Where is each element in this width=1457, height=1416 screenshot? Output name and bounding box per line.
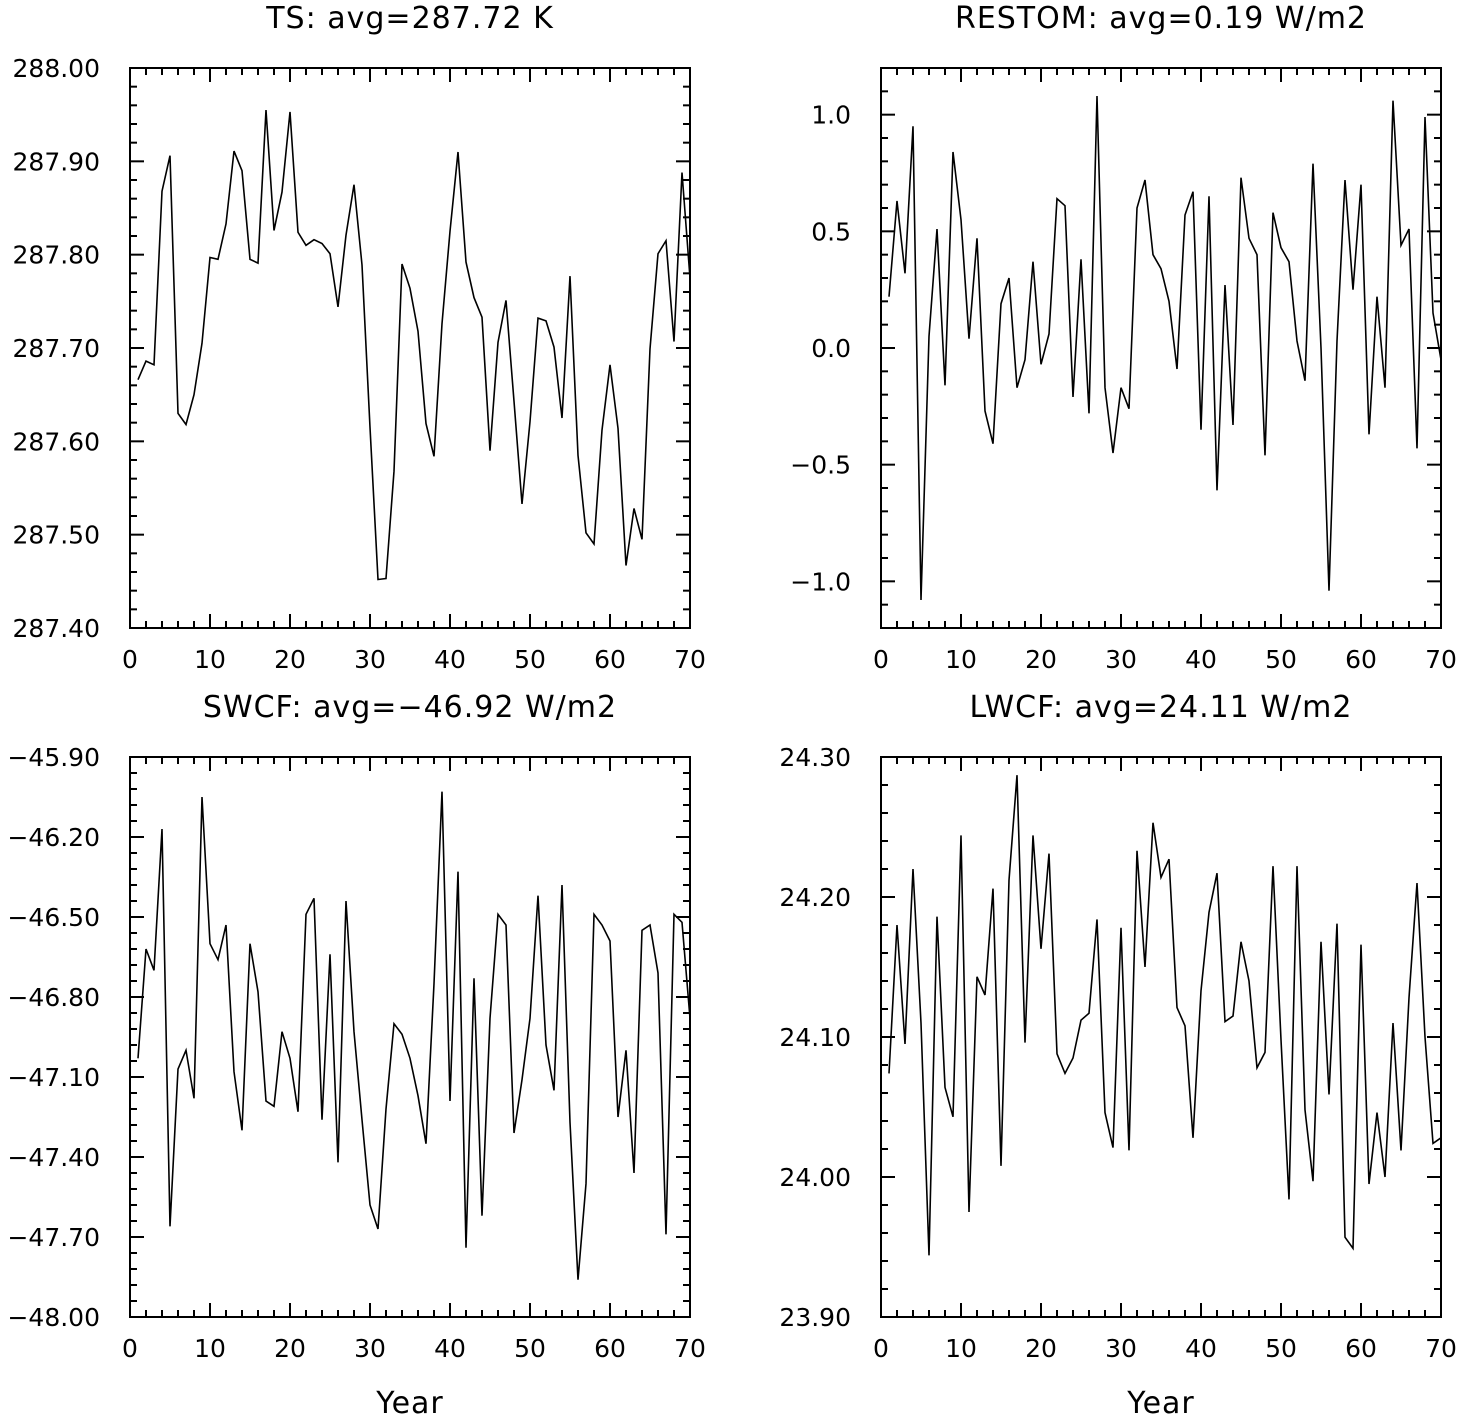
- y-tick-label: −47.40: [7, 1143, 100, 1172]
- y-tick-label: 287.90: [13, 147, 100, 176]
- x-tick-label: 40: [1185, 645, 1217, 674]
- y-tick-label: 287.80: [13, 241, 100, 270]
- panel-restom: RESTOM: avg=0.19 W/m2 0 10 20 30 40 50 60 70 −1.0…: [790, 1, 1457, 674]
- plot-frame: [129, 67, 691, 629]
- chart-title: RESTOM: avg=0.19 W/m2: [955, 1, 1367, 36]
- y-tick-label: 287.50: [13, 521, 100, 550]
- y-tick-label: 23.90: [779, 1303, 851, 1332]
- ts-series-line: [137, 109, 691, 581]
- x-tick-label: 50: [1265, 645, 1297, 674]
- x-tick-label: 70: [674, 1334, 706, 1363]
- x-tick-label: 70: [1425, 645, 1457, 674]
- x-tick-label: 20: [1025, 1334, 1057, 1363]
- restom-series-line: [888, 95, 1442, 601]
- y-tick-label: −46.20: [7, 823, 100, 852]
- x-tick-label: 0: [122, 645, 138, 674]
- x-tick-label: 30: [1105, 645, 1137, 674]
- y-tick-label: −46.50: [7, 903, 100, 932]
- x-tick-label: 60: [594, 1334, 626, 1363]
- chart-title: LWCF: avg=24.11 W/m2: [970, 690, 1353, 725]
- y-tick-label: −47.10: [7, 1063, 100, 1092]
- chart-title: TS: avg=287.72 K: [265, 1, 554, 36]
- y-tick-label: −0.5: [790, 451, 851, 480]
- y-tick-label: 288.00: [13, 54, 100, 83]
- y-tick-label: 24.00: [779, 1163, 851, 1192]
- x-tick-label: 50: [514, 645, 546, 674]
- x-tick-label: 60: [1345, 1334, 1377, 1363]
- swcf-series-line: [137, 791, 691, 1280]
- y-tick-label: 24.10: [779, 1023, 851, 1052]
- y-tick-label: 1.0: [811, 101, 851, 130]
- x-axis-label: Year: [1126, 1386, 1195, 1416]
- x-tick-label: 10: [945, 1334, 977, 1363]
- y-tick-label: 24.20: [779, 883, 851, 912]
- x-tick-label: 50: [514, 1334, 546, 1363]
- x-tick-label: 70: [674, 645, 706, 674]
- x-axis-label: Year: [375, 1386, 444, 1416]
- panel-swcf: SWCF: avg=−46.92 W/m2 0 10 20 30 40 50 60 70 −48.…: [7, 690, 705, 1416]
- x-tick-label: 10: [194, 1334, 226, 1363]
- x-tick-label: 60: [1345, 645, 1377, 674]
- y-tick-label: −47.70: [7, 1223, 100, 1252]
- y-tick-label: 0.0: [811, 334, 851, 363]
- chart-title: SWCF: avg=−46.92 W/m2: [203, 690, 617, 725]
- x-tick-label: 40: [1185, 1334, 1217, 1363]
- x-tick-label: 20: [1025, 645, 1057, 674]
- x-tick-label: 30: [354, 645, 386, 674]
- x-tick-label: 50: [1265, 1334, 1297, 1363]
- x-tick-label: 0: [122, 1334, 138, 1363]
- x-tick-label: 0: [873, 1334, 889, 1363]
- x-tick-label: 10: [194, 645, 226, 674]
- plot-frame: [129, 756, 691, 1318]
- panel-ts: TS: avg=287.72 K 0 10 20 30 40 50 60 70 287.40 287…: [13, 1, 706, 674]
- x-tick-label: 40: [434, 1334, 466, 1363]
- x-tick-label: 70: [1425, 1334, 1457, 1363]
- x-tick-label: 30: [1105, 1334, 1137, 1363]
- x-tick-label: 60: [594, 645, 626, 674]
- y-tick-label: 24.30: [779, 743, 851, 772]
- lwcf-series-line: [888, 775, 1442, 1256]
- x-tick-label: 0: [873, 645, 889, 674]
- y-tick-label: −46.80: [7, 983, 100, 1012]
- y-tick-label: 287.70: [13, 334, 100, 363]
- plot-frame: [880, 67, 1442, 629]
- y-tick-label: −48.00: [7, 1303, 100, 1332]
- y-tick-label: −1.0: [790, 567, 851, 596]
- y-tick-label: 287.60: [13, 427, 100, 456]
- y-tick-label: 287.40: [13, 614, 100, 643]
- x-tick-label: 20: [274, 645, 306, 674]
- x-tick-label: 40: [434, 645, 466, 674]
- x-tick-label: 10: [945, 645, 977, 674]
- y-tick-label: −45.90: [7, 743, 100, 772]
- panel-lwcf: LWCF: avg=24.11 W/m2 0 10 20 30 40 50 60 70 23.90…: [779, 690, 1456, 1416]
- x-tick-label: 30: [354, 1334, 386, 1363]
- y-tick-label: 0.5: [811, 217, 851, 246]
- x-tick-label: 20: [274, 1334, 306, 1363]
